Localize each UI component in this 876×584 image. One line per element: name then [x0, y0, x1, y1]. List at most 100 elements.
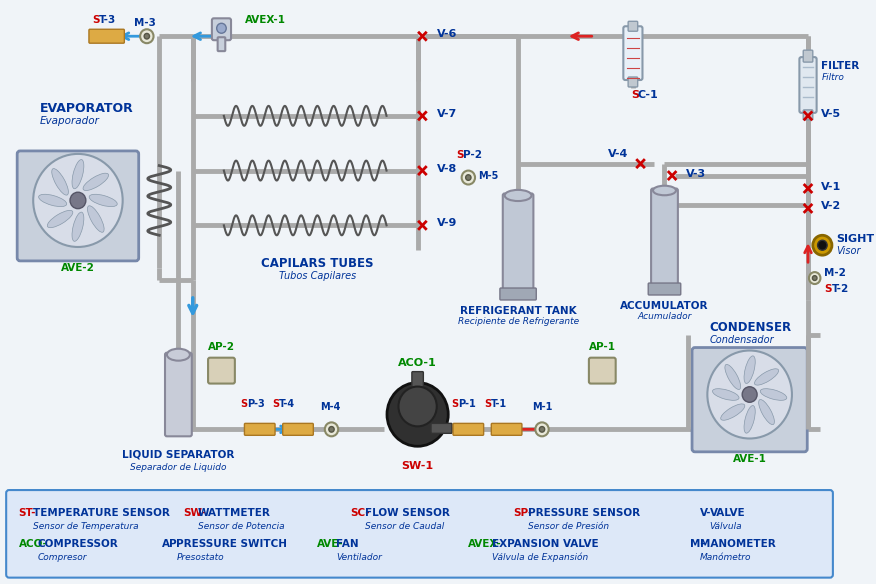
Ellipse shape: [72, 212, 84, 241]
FancyBboxPatch shape: [628, 21, 638, 32]
Text: Sensor de Temperatura: Sensor de Temperatura: [33, 522, 138, 531]
Text: Condensador: Condensador: [710, 335, 774, 345]
FancyBboxPatch shape: [412, 371, 423, 388]
FancyBboxPatch shape: [18, 151, 138, 261]
Text: PRESSURE SENSOR: PRESSURE SENSOR: [527, 508, 639, 518]
Text: FILTER: FILTER: [822, 61, 859, 71]
Text: AP-: AP-: [162, 539, 182, 549]
Text: V-4: V-4: [608, 149, 629, 159]
Text: FLOW SENSOR: FLOW SENSOR: [365, 508, 450, 518]
Text: ACO-1: ACO-1: [399, 357, 437, 368]
FancyBboxPatch shape: [453, 423, 484, 435]
Circle shape: [813, 235, 832, 255]
Text: AVEX-1: AVEX-1: [245, 15, 286, 25]
Text: Manómetro: Manómetro: [700, 552, 752, 562]
Text: T-3: T-3: [99, 15, 117, 25]
Text: AP-1: AP-1: [589, 342, 616, 352]
Text: FAN: FAN: [336, 539, 359, 549]
Ellipse shape: [759, 399, 774, 425]
Circle shape: [140, 29, 153, 43]
FancyBboxPatch shape: [803, 50, 813, 62]
Text: P-3: P-3: [247, 399, 265, 409]
Text: V-: V-: [700, 508, 711, 518]
Text: SP-: SP-: [513, 508, 533, 518]
Text: Recipiente de Refrigerante: Recipiente de Refrigerante: [457, 317, 579, 326]
Text: AP-2: AP-2: [208, 342, 235, 352]
Circle shape: [535, 422, 548, 436]
Text: M-3: M-3: [134, 18, 156, 28]
Text: Ventilador: Ventilador: [336, 552, 382, 562]
Text: ACCUMULATOR: ACCUMULATOR: [620, 301, 709, 311]
Text: EVAPORATOR: EVAPORATOR: [39, 102, 133, 116]
Ellipse shape: [83, 173, 109, 190]
FancyBboxPatch shape: [628, 77, 638, 87]
Text: SW-1: SW-1: [401, 461, 434, 471]
Ellipse shape: [47, 210, 73, 228]
Text: Acumulador: Acumulador: [638, 312, 692, 321]
Text: CAPILARS TUBES: CAPILARS TUBES: [261, 256, 373, 270]
Text: T-2: T-2: [832, 284, 849, 294]
Ellipse shape: [653, 186, 676, 195]
FancyBboxPatch shape: [217, 37, 225, 51]
Text: V-6: V-6: [437, 29, 457, 39]
Text: Presostato: Presostato: [176, 552, 224, 562]
Ellipse shape: [505, 190, 532, 201]
Text: Evaporador: Evaporador: [39, 116, 100, 126]
FancyBboxPatch shape: [648, 283, 681, 295]
Text: T-1: T-1: [491, 399, 507, 409]
Circle shape: [70, 192, 86, 208]
Text: AVE-: AVE-: [317, 539, 343, 549]
Text: P-2: P-2: [463, 150, 482, 159]
FancyBboxPatch shape: [800, 57, 816, 113]
Text: Visor: Visor: [836, 246, 860, 256]
Ellipse shape: [52, 169, 68, 195]
Circle shape: [387, 383, 449, 446]
Circle shape: [33, 154, 123, 247]
Circle shape: [145, 33, 150, 39]
Text: Válvula de Expansión: Válvula de Expansión: [492, 552, 589, 562]
Ellipse shape: [725, 364, 740, 390]
Text: SIGHT: SIGHT: [836, 234, 874, 244]
Ellipse shape: [744, 356, 755, 384]
Text: Separador de Liquido: Separador de Liquido: [131, 463, 227, 472]
Circle shape: [325, 422, 338, 436]
Text: SC-: SC-: [350, 508, 371, 518]
Circle shape: [809, 272, 821, 284]
Circle shape: [707, 350, 792, 439]
Text: EXPANSION VALVE: EXPANSION VALVE: [492, 539, 599, 549]
FancyBboxPatch shape: [165, 353, 192, 436]
Circle shape: [466, 175, 471, 180]
Circle shape: [462, 171, 475, 185]
FancyBboxPatch shape: [283, 423, 314, 435]
Text: MANOMETER: MANOMETER: [700, 539, 775, 549]
Text: S: S: [631, 90, 639, 100]
FancyBboxPatch shape: [503, 193, 533, 297]
Text: V-7: V-7: [437, 109, 457, 119]
Text: WATTMETER: WATTMETER: [198, 508, 271, 518]
Text: M-1: M-1: [533, 402, 553, 412]
Text: S: S: [456, 150, 463, 159]
Text: S: S: [272, 399, 279, 409]
FancyBboxPatch shape: [589, 357, 616, 384]
Text: AVE-2: AVE-2: [61, 263, 95, 273]
Ellipse shape: [89, 194, 117, 207]
Text: C-1: C-1: [638, 90, 659, 100]
Text: Tubos Capilares: Tubos Capilares: [279, 271, 356, 281]
Text: AVE-1: AVE-1: [732, 454, 766, 464]
Text: P-1: P-1: [458, 399, 476, 409]
Text: M-5: M-5: [478, 171, 498, 180]
FancyBboxPatch shape: [491, 423, 522, 435]
Text: V-3: V-3: [686, 169, 706, 179]
Ellipse shape: [744, 405, 755, 433]
Circle shape: [540, 426, 545, 432]
Ellipse shape: [721, 404, 745, 420]
Text: M-: M-: [690, 539, 705, 549]
Ellipse shape: [39, 194, 67, 207]
Text: S: S: [241, 399, 248, 409]
FancyBboxPatch shape: [500, 288, 536, 300]
FancyBboxPatch shape: [6, 490, 833, 578]
Circle shape: [399, 387, 437, 426]
Text: ST-: ST-: [18, 508, 36, 518]
Text: AVEX-: AVEX-: [469, 539, 502, 549]
Text: S: S: [92, 15, 100, 25]
